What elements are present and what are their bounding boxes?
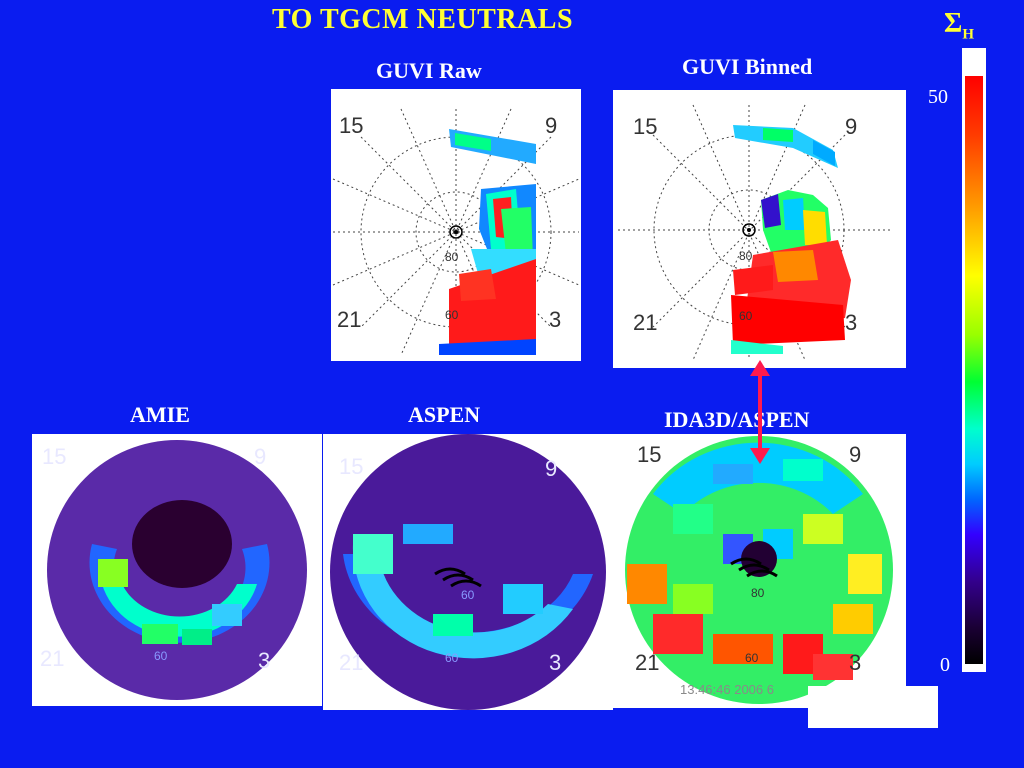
amie-polar-cap [132, 500, 232, 588]
colorbar-max-label: 50 [928, 86, 948, 108]
guvi-binned-plot: 15 9 21 3 80 60 [618, 104, 893, 361]
lat-label-60: 60 [445, 308, 459, 322]
aspen-oval [343, 524, 593, 659]
arrow-head-up [750, 360, 770, 376]
grid-line [692, 104, 806, 361]
mlt-label-21: 21 [337, 307, 361, 332]
grid-line [692, 104, 806, 361]
mlt-label-15: 15 [339, 454, 363, 479]
mlt-label-9: 9 [254, 444, 266, 469]
mlt-label-3: 3 [549, 307, 561, 332]
panel-guvi-binned: 15 9 21 3 80 60 [613, 90, 906, 368]
amie-oval [89, 544, 270, 645]
label-amie: AMIE [130, 402, 190, 427]
guvi-binned-swath [731, 125, 851, 354]
guvi-raw-plot: 15 9 21 3 80 60 [332, 108, 580, 356]
colorbar-subscript: H [962, 26, 974, 43]
mlt-label-21: 21 [633, 310, 657, 335]
pole-dot [747, 228, 751, 232]
mlt-label-3: 3 [549, 650, 561, 675]
amie-plot: 15 9 21 3 60 [40, 440, 307, 700]
mlt-label-9: 9 [849, 442, 861, 467]
lat-label-60: 60 [739, 309, 753, 323]
mlt-label-21: 21 [40, 646, 64, 671]
label-guvi-raw: GUVI Raw [376, 58, 482, 83]
mlt-label-3: 3 [849, 650, 861, 675]
lat-label-60-inner: 60 [461, 588, 475, 602]
label-aspen: ASPEN [408, 402, 481, 427]
panel-amie: 15 9 21 3 60 [32, 434, 322, 706]
mlt-label-21: 21 [635, 650, 659, 675]
double-arrow [750, 360, 770, 464]
colorbar-sigma: Σ [944, 8, 963, 39]
colorbar-symbol: ΣH [944, 8, 974, 44]
ida3d-aspen-plot: 15 9 21 3 80 60 [625, 436, 893, 704]
panel-guvi-raw: 15 9 21 3 80 60 [331, 89, 581, 361]
colorbar-min-label: 0 [940, 654, 950, 676]
timestamp: 13:46:46 2006 6 [680, 682, 774, 697]
lat-label-60-outer: 60 [445, 651, 459, 665]
mlt-label-3: 3 [258, 648, 270, 673]
mlt-label-15: 15 [637, 442, 661, 467]
mlt-label-9: 9 [545, 456, 557, 481]
ida3d-center-marks [730, 557, 778, 578]
mlt-label-3: 3 [845, 310, 857, 335]
ida3d-pattern [627, 442, 882, 680]
lat-label-80: 80 [445, 250, 459, 264]
guvi-raw-swath [439, 129, 536, 355]
mlt-label-9: 9 [845, 114, 857, 139]
lat-label-80: 80 [739, 249, 753, 263]
mlt-label-15: 15 [42, 444, 66, 469]
lat-label-60: 60 [154, 649, 168, 663]
mlt-label-21: 21 [339, 650, 363, 675]
pole-marker [449, 225, 463, 239]
aspen-center-marks [434, 567, 482, 588]
pole-dot [454, 230, 458, 234]
label-guvi-binned: GUVI Binned [682, 54, 813, 79]
blank-box [808, 686, 938, 728]
mlt-label-15: 15 [339, 113, 363, 138]
panel-aspen: 15 9 21 3 60 60 [323, 434, 613, 710]
lat-label-80: 80 [751, 586, 765, 600]
panel-ida3d-aspen: 15 9 21 3 80 60 [613, 434, 906, 708]
lat-label-60: 60 [745, 651, 759, 665]
colorbar [965, 76, 983, 664]
label-ida3d-aspen: IDA3D/ASPEN [664, 407, 810, 432]
pole-marker [742, 223, 756, 237]
slide-title: TO TGCM NEUTRALS [272, 4, 574, 35]
mlt-label-9: 9 [545, 113, 557, 138]
arrow-head-down [750, 448, 770, 464]
aspen-plot: 15 9 21 3 60 60 [330, 434, 606, 710]
mlt-label-15: 15 [633, 114, 657, 139]
